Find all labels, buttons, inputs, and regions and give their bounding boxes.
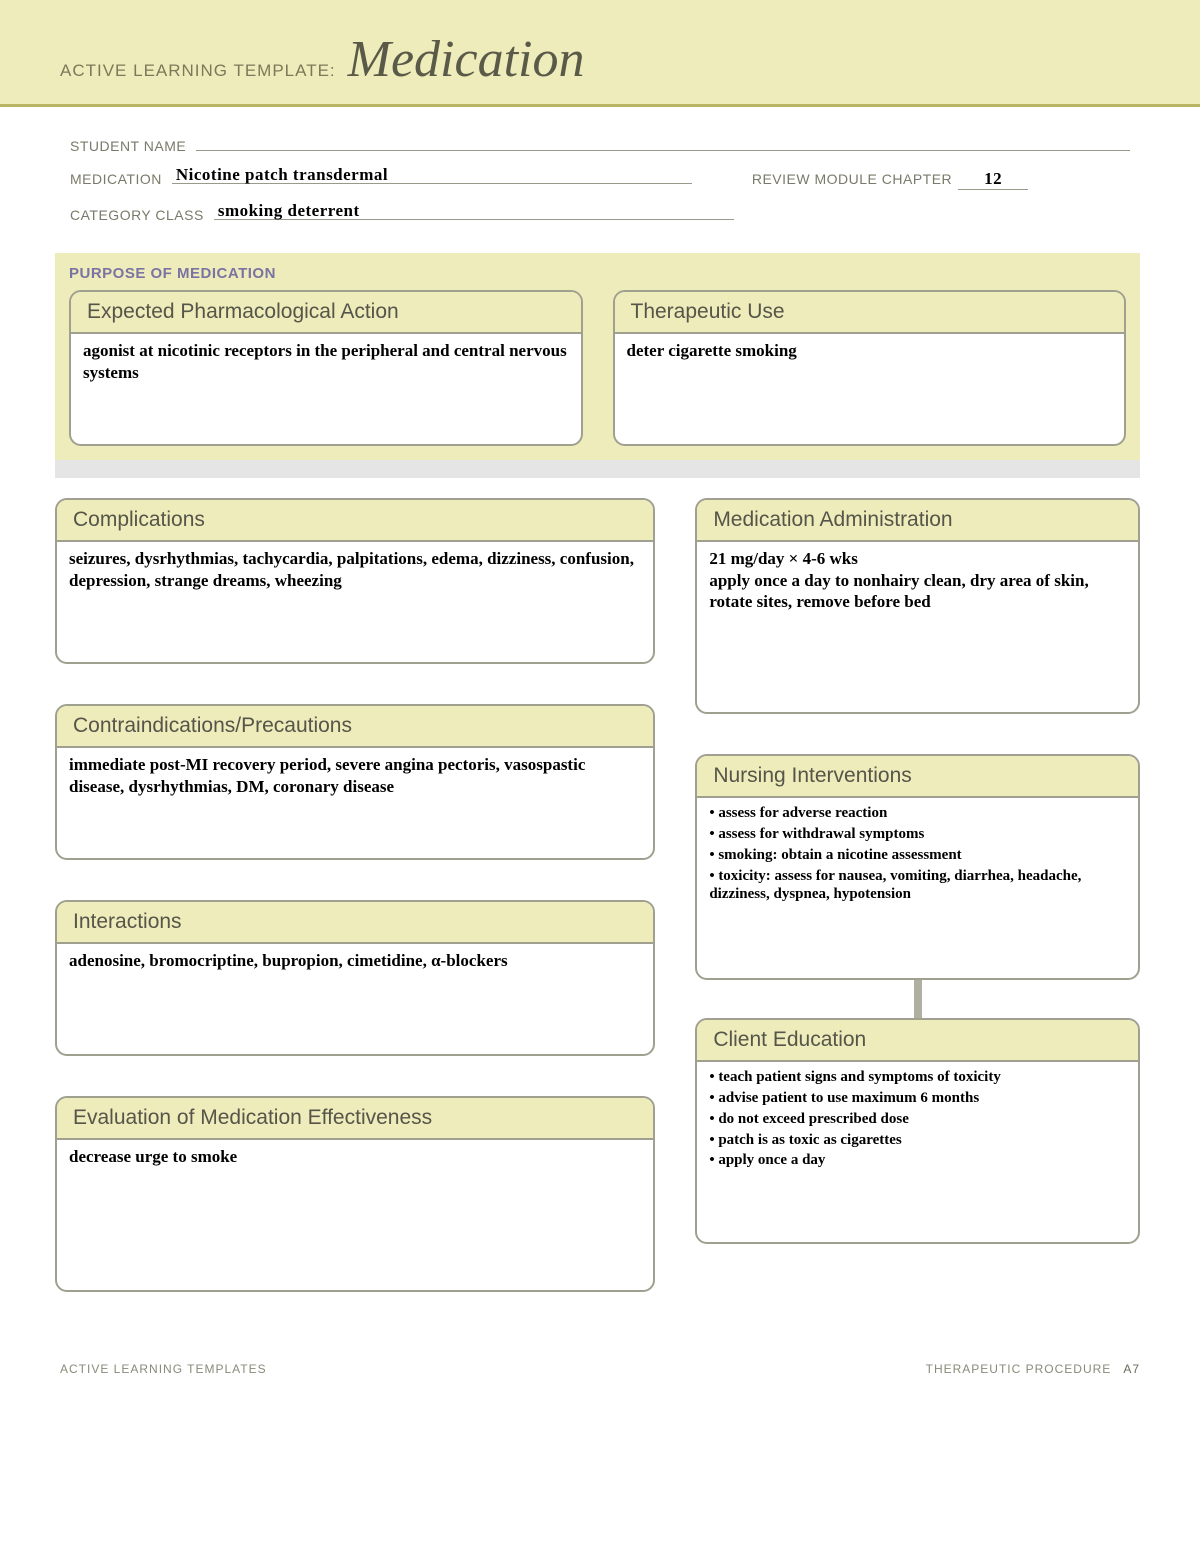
evaluation-title: Evaluation of Medication Effectiveness [57,1098,653,1140]
medication-label: MEDICATION [70,171,162,187]
box-therapeutic-use: Therapeutic Use deter cigarette smoking [613,290,1127,446]
purpose-title: PURPOSE OF MEDICATION [69,265,1126,282]
column-right: Medication Administration 21 mg/day × 4-… [695,498,1140,1292]
column-left: Complications seizures, dysrhythmias, ta… [55,498,655,1292]
evaluation-body[interactable]: decrease urge to smoke [57,1140,653,1290]
purpose-shadow [55,460,1140,478]
education-line: • patch is as toxic as cigarettes [709,1131,1126,1150]
nursing-line: • assess for withdrawal symptoms [709,825,1126,844]
administration-body[interactable]: 21 mg/day × 4-6 wks apply once a day to … [697,542,1138,712]
footer-left: ACTIVE LEARNING TEMPLATES [60,1362,267,1376]
education-title: Client Education [697,1020,1138,1062]
page-root: ACTIVE LEARNING TEMPLATE: Medication STU… [0,0,1200,1416]
complications-title: Complications [57,500,653,542]
nursing-line: • toxicity: assess for nausea, vomiting,… [709,867,1126,905]
complications-body[interactable]: seizures, dysrhythmias, tachycardia, pal… [57,542,653,662]
interactions-body[interactable]: adenosine, bromocriptine, bupropion, cim… [57,944,653,1054]
therapeutic-use-title: Therapeutic Use [615,292,1125,334]
review-group: REVIEW MODULE CHAPTER 12 [752,168,1028,190]
review-label: REVIEW MODULE CHAPTER [752,171,952,187]
nursing-line: • smoking: obtain a nicotine assessment [709,846,1126,865]
nursing-body[interactable]: • assess for adverse reaction • assess f… [697,798,1138,978]
category-label: CATEGORY CLASS [70,207,204,223]
expected-action-body[interactable]: agonist at nicotinic receptors in the pe… [71,334,581,444]
education-line: • advise patient to use maximum 6 months [709,1089,1126,1108]
meta-row-medication: MEDICATION Nicotine patch transdermal RE… [70,166,1130,190]
meta-row-student: STUDENT NAME [70,133,1130,154]
box-evaluation: Evaluation of Medication Effectiveness d… [55,1096,655,1292]
education-line: • apply once a day [709,1151,1126,1170]
header-band: ACTIVE LEARNING TEMPLATE: Medication [0,0,1200,107]
box-contraindications: Contraindications/Precautions immediate … [55,704,655,860]
footer-right: THERAPEUTIC PROCEDURE A7 [926,1362,1140,1376]
connector [914,980,922,1020]
contraindications-body[interactable]: immediate post-MI recovery period, sever… [57,748,653,858]
administration-title: Medication Administration [697,500,1138,542]
footer-right-label: THERAPEUTIC PROCEDURE [926,1362,1112,1376]
therapeutic-use-body[interactable]: deter cigarette smoking [615,334,1125,444]
box-nursing: Nursing Interventions • assess for adver… [695,754,1140,980]
medication-field[interactable]: Nicotine patch transdermal [172,166,692,184]
footer: ACTIVE LEARNING TEMPLATES THERAPEUTIC PR… [0,1312,1200,1416]
student-name-field[interactable] [196,133,1130,151]
category-value: smoking deterrent [218,200,360,221]
review-field[interactable]: 12 [958,168,1028,190]
box-complications: Complications seizures, dysrhythmias, ta… [55,498,655,664]
nursing-title: Nursing Interventions [697,756,1138,798]
contraindications-title: Contraindications/Precautions [57,706,653,748]
student-name-label: STUDENT NAME [70,138,186,154]
review-value: 12 [984,169,1002,188]
purpose-section: PURPOSE OF MEDICATION Expected Pharmacol… [55,253,1140,460]
expected-action-title: Expected Pharmacological Action [71,292,581,334]
box-interactions: Interactions adenosine, bromocriptine, b… [55,900,655,1056]
medication-value: Nicotine patch transdermal [176,164,388,185]
education-body[interactable]: • teach patient signs and symptoms of to… [697,1062,1138,1242]
meta-row-category: CATEGORY CLASS smoking deterrent [70,202,1130,223]
box-education: Client Education • teach patient signs a… [695,1018,1140,1244]
meta-block: STUDENT NAME MEDICATION Nicotine patch t… [0,107,1200,253]
box-expected-action: Expected Pharmacological Action agonist … [69,290,583,446]
grid-area: Complications seizures, dysrhythmias, ta… [0,478,1200,1312]
education-line: • teach patient signs and symptoms of to… [709,1068,1126,1087]
education-line: • do not exceed prescribed dose [709,1110,1126,1129]
connector-wrap: Client Education • teach patient signs a… [695,1020,1140,1244]
box-administration: Medication Administration 21 mg/day × 4-… [695,498,1140,714]
nursing-line: • assess for adverse reaction [709,804,1126,823]
interactions-title: Interactions [57,902,653,944]
category-field[interactable]: smoking deterrent [214,202,734,220]
footer-page-num: A7 [1123,1362,1140,1376]
header-title: Medication [348,30,585,89]
purpose-row: Expected Pharmacological Action agonist … [69,290,1126,460]
header-prefix: ACTIVE LEARNING TEMPLATE: [60,61,336,81]
